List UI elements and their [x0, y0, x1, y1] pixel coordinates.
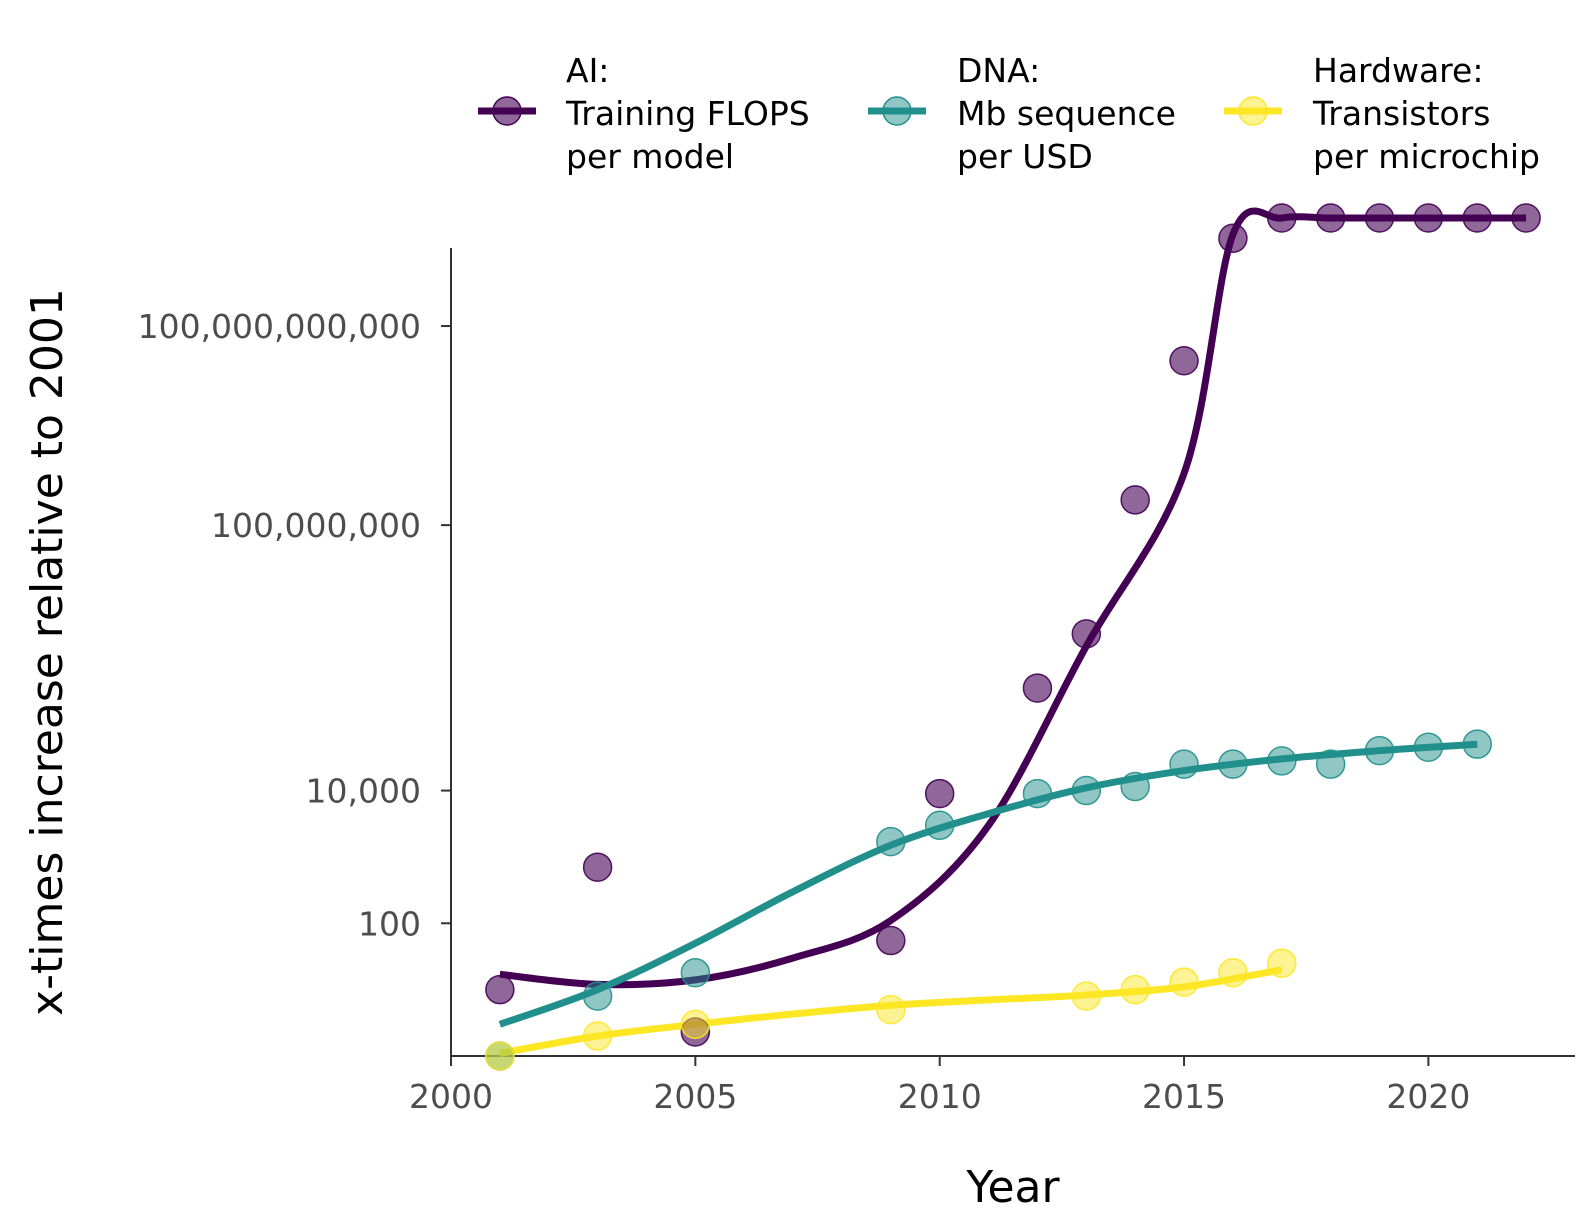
ai-data-point — [1364, 203, 1395, 233]
legend-label-line: AI: — [566, 51, 609, 90]
dna-data-point — [1364, 735, 1395, 766]
dna-data-point — [1022, 778, 1053, 809]
ai-data-point — [1120, 485, 1150, 515]
legend-label-line: Transistors — [1312, 94, 1490, 133]
hardware-data-point — [680, 1009, 711, 1040]
x-tick-label: 2010 — [898, 1077, 982, 1116]
legend-label-line: DNA: — [957, 51, 1040, 90]
ai-data-point — [1413, 203, 1444, 233]
hardware-data-point — [1071, 981, 1102, 1011]
data-points — [485, 203, 1541, 1071]
legend-label-line: per microchip — [1313, 137, 1540, 176]
ai-data-point — [582, 852, 613, 882]
dna-data-point — [1071, 775, 1102, 806]
trend-lines — [498, 207, 1527, 1057]
ai-data-point — [1071, 619, 1102, 649]
legend-key-point — [492, 96, 522, 126]
hardware-data-point — [1267, 948, 1297, 978]
legend-label-line: Training FLOPS — [565, 94, 810, 133]
ai-data-point — [1022, 673, 1053, 703]
dna-data-point — [876, 826, 906, 857]
x-tick-label: 2015 — [1142, 1077, 1226, 1116]
ai-data-point — [1315, 203, 1346, 233]
ai-data-point — [876, 925, 906, 956]
y-axis-ticks: 100 10,000 100,000,000 100,000,000,000 — [138, 307, 451, 943]
dna-data-point — [1267, 746, 1297, 776]
dna-data-point — [1120, 771, 1150, 802]
x-axis-title: Year — [965, 1162, 1060, 1213]
legend-item-dna: DNA: Mb sequence per USD — [868, 51, 1176, 176]
hardware-data-point — [485, 1041, 515, 1071]
legend-item-hardware: Hardware: Transistors per microchip — [1224, 51, 1540, 176]
x-tick-label: 2005 — [653, 1077, 737, 1116]
dna-data-point — [1315, 749, 1346, 779]
x-axis-ticks: 2000 2005 2010 2015 2020 — [409, 1056, 1470, 1116]
legend-label-line: Hardware: — [1313, 51, 1483, 90]
x-tick-label: 2020 — [1386, 1077, 1470, 1116]
legend-item-ai: AI: Training FLOPS per model — [478, 51, 810, 176]
legend-label-line: Mb sequence — [957, 94, 1176, 133]
ai-trend-line — [499, 207, 1527, 989]
x-tick-label: 2000 — [409, 1077, 493, 1116]
hardware-data-point — [1169, 967, 1199, 997]
legend-label-line: per USD — [957, 137, 1093, 176]
legend-key-point — [1238, 96, 1268, 126]
legend-key-point — [882, 96, 912, 126]
ai-data-point — [924, 778, 955, 809]
hardware-data-point — [582, 1021, 613, 1051]
y-tick-label: 100 — [358, 904, 421, 943]
legend: AI: Training FLOPS per model DNA: Mb sequenc… — [478, 51, 1540, 176]
y-tick-label: 100,000,000,000 — [138, 307, 421, 346]
dna-data-point — [1218, 749, 1248, 779]
dna-data-point — [1169, 749, 1199, 779]
y-tick-label: 10,000 — [306, 772, 421, 811]
y-tick-label: 100,000,000 — [211, 506, 421, 545]
hardware-data-point — [876, 994, 906, 1025]
dna-data-point — [924, 810, 955, 841]
ai-data-point — [1169, 345, 1199, 376]
ai-data-point — [1267, 203, 1297, 233]
y-axis-title: x-times increase relative to 2001 — [22, 288, 73, 1016]
dna-trend-line — [498, 740, 1478, 1028]
dna-data-point — [582, 981, 613, 1011]
legend-label-line: per model — [566, 137, 734, 176]
hardware-data-point — [1218, 957, 1248, 988]
ai-data-point — [1218, 223, 1248, 254]
hardware-data-point — [1120, 974, 1150, 1005]
axes — [450, 248, 1575, 1057]
dna-data-point — [1413, 732, 1444, 762]
ai-data-point — [1511, 203, 1541, 233]
dna-data-point — [680, 957, 711, 988]
dna-data-point — [1462, 729, 1493, 759]
ai-data-point — [1462, 203, 1493, 233]
ai-data-point — [485, 974, 515, 1005]
